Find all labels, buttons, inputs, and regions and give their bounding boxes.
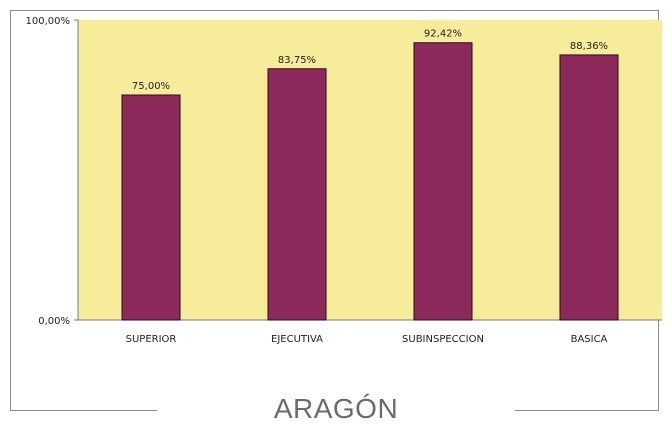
bar-superior <box>121 94 181 321</box>
data-label: 83,75% <box>278 55 316 66</box>
bar-subinspeccion <box>413 42 473 321</box>
bar-chart: 0,00% 100,00% 75,00% SUPERIOR 83,75% EJECUTI… <box>26 16 662 345</box>
y-tick-label: 100,00% <box>26 16 71 27</box>
bar-ejecutiva <box>267 68 327 321</box>
chart-caption: ARAGÓN <box>273 393 399 424</box>
data-label: 88,36% <box>570 41 608 52</box>
data-label: 75,00% <box>132 81 170 92</box>
x-tick-label: SUBINSPECCION <box>402 334 484 345</box>
y-tick-label: 0,00% <box>38 316 70 327</box>
x-tick-label: EJECUTIVA <box>271 334 323 345</box>
x-tick-label: BASICA <box>571 334 608 345</box>
bar-basica <box>559 54 619 321</box>
bottom-rule-right <box>515 410 659 411</box>
x-tick-label: SUPERIOR <box>126 334 177 345</box>
bottom-rule-left <box>10 410 157 411</box>
data-label: 92,42% <box>424 29 462 40</box>
